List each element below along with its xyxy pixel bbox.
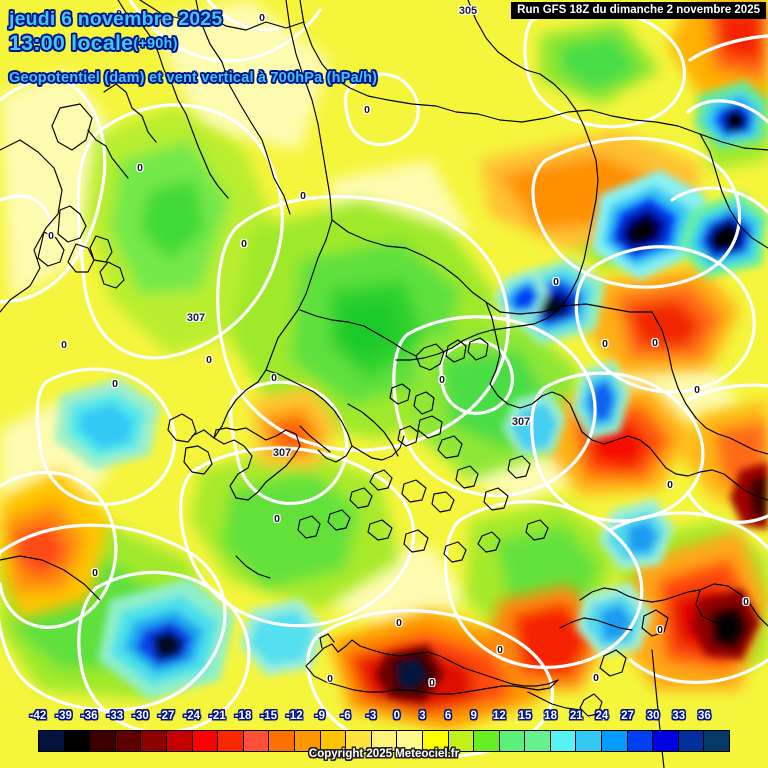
colorbar-tick-label: -33 [106,710,124,722]
colorbar-tick-label: -27 [157,710,175,722]
colorbar-tick-label: 33 [672,710,686,722]
zero-contour-label: 0 [667,479,673,491]
forecast-time-value: 13:00 locale [9,31,134,55]
colorbar-tick-label: -12 [285,710,303,722]
colorbar-swatch [704,731,730,751]
zero-contour-label: 0 [48,230,54,242]
colorbar-tick-label: -15 [260,710,277,722]
zero-contour-label: 0 [743,596,749,608]
colorbar-swatches[interactable] [38,730,730,752]
colorbar-swatch [192,731,219,751]
zero-contour-label: 0 [116,8,122,20]
forecast-lead-time: (+90h) [133,36,178,52]
zero-contour-label: 0 [497,644,503,656]
colorbar-swatch [448,731,475,751]
colorbar-swatch [346,731,372,751]
contour-label: 307 [511,416,531,428]
colorbar-swatch [243,731,270,751]
colorbar-swatch [474,731,500,751]
colorbar-tick-label: 30 [646,710,660,722]
colorbar-swatch [397,731,423,751]
contour-label: 307 [186,312,206,324]
colorbar-tick-label: 9 [470,710,477,722]
zero-contour-label: 0 [439,374,445,386]
colorbar-swatch [166,731,193,751]
zero-contour-label: 0 [259,12,265,24]
colorbar-tick-label: -6 [340,710,351,722]
model-run-badge: Run GFS 18Z du dimanche 2 novembre 2025 [511,2,766,19]
colorbar-swatch [371,731,398,751]
zero-contour-label: 0 [364,104,370,116]
zero-contour-label: 0 [137,162,143,174]
colorbar-swatch [678,731,705,751]
contour-label: 305 [458,5,478,17]
colorbar-legend: -42 -39 -36 -33 -30 -27 -24 -21 -18 -15 -12 -9 -6 -3 0… [0,710,768,768]
zero-contour-label: 0 [694,384,700,396]
zero-contour-label: 0 [652,337,658,349]
colorbar-tick-label: -39 [55,710,72,722]
colorbar-tick-label: 18 [544,710,557,722]
colorbar-tick-label: -36 [80,710,98,722]
colorbar-tick-label: -21 [209,710,226,722]
colorbar-tick-label: 3 [419,710,426,722]
zero-contour-label: 0 [593,672,599,684]
zero-contour-label: 0 [61,339,67,351]
zero-contour-label: 0 [271,372,277,384]
colorbar-swatch [39,731,65,751]
colorbar-swatch [525,731,551,751]
colorbar-swatch [294,731,321,751]
colorbar-tick-label: -18 [234,710,252,722]
colorbar-swatch [320,731,347,751]
colorbar-tick-label: 24 [595,710,609,722]
colorbar-tick-label: 36 [697,710,711,722]
colorbar-tick-label: -9 [314,710,326,722]
colorbar-tick-label: 0 [393,710,401,722]
colorbar-swatch [90,731,116,751]
colorbar-swatch [269,731,295,751]
colorbar-tick-label: 27 [621,710,634,722]
colorbar-swatch [550,731,577,751]
parameter-title: Geopotentiel (dam) et vent vertical à 70… [9,70,378,86]
zero-contour-label: 0 [112,378,118,390]
model-run-label: Run GFS 18Z du dimanche 2 novembre 2025 [517,4,760,16]
colorbar-tick-label: -3 [366,710,377,722]
colorbar-swatch [602,731,628,751]
colorbar-swatch [576,731,603,751]
zero-contour-label: 0 [657,624,663,636]
colorbar-swatch [499,731,526,751]
zero-contour-label: 0 [274,513,280,525]
zero-contour-label: 0 [396,617,402,629]
zero-contour-label: 0 [429,677,435,689]
colorbar-swatch [627,731,654,751]
colorbar-swatch [115,731,142,751]
colorbar-swatch [218,731,244,751]
zero-contour-label: 0 [602,338,608,350]
colorbar-swatch [141,731,167,751]
colorbar-tick-label: -24 [183,710,201,722]
forecast-time: 13:00 locale(+90h) [9,31,178,56]
colorbar-tick-label: 21 [569,710,583,722]
colorbar-swatch [422,731,449,751]
colorbar-tick-label: 6 [444,710,452,722]
colorbar-tick-label: -42 [29,710,47,722]
colorbar-swatch [653,731,679,751]
zero-contour-label: 0 [92,567,98,579]
colorbar-tick-label: 12 [492,710,506,722]
colorbar-ticks: -42 -39 -36 -33 -30 -27 -24 -21 -18 -15 -12 -9 -6 -3 0… [0,710,768,728]
colorbar-swatch [64,731,91,751]
copyright-notice: Copyright 2025 Meteociel.fr [308,748,460,760]
forecast-date: jeudi 6 novembre 2025 [9,8,223,30]
zero-contour-label: 0 [327,673,333,685]
zero-contour-label: 0 [206,354,212,366]
zero-contour-label: 0 [241,238,247,250]
zero-contour-label: 0 [300,190,306,202]
colorbar-tick-label: -30 [132,710,149,722]
contour-label: 307 [272,447,292,459]
zero-contour-label: 0 [553,276,559,288]
colorbar-tick-label: 15 [518,710,532,722]
